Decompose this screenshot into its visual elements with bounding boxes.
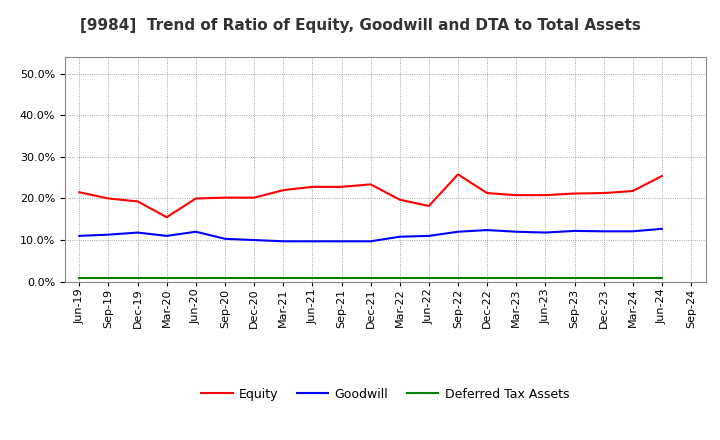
Goodwill [570, 228, 579, 234]
Goodwill [657, 226, 666, 231]
Deferred Tax Assets [599, 275, 608, 281]
Deferred Tax Assets [220, 275, 229, 281]
Equity [629, 188, 637, 194]
Deferred Tax Assets [75, 275, 84, 281]
Equity [366, 182, 375, 187]
Deferred Tax Assets [337, 275, 346, 281]
Equity [657, 173, 666, 179]
Equity [512, 193, 521, 198]
Goodwill [308, 238, 317, 244]
Goodwill [279, 238, 287, 244]
Goodwill [541, 230, 550, 235]
Deferred Tax Assets [163, 275, 171, 281]
Equity [104, 196, 113, 201]
Deferred Tax Assets [366, 275, 375, 281]
Deferred Tax Assets [308, 275, 317, 281]
Equity [395, 197, 404, 202]
Equity [250, 195, 258, 200]
Equity [425, 203, 433, 209]
Deferred Tax Assets [133, 275, 142, 281]
Deferred Tax Assets [541, 275, 550, 281]
Deferred Tax Assets [192, 275, 200, 281]
Goodwill [250, 238, 258, 243]
Deferred Tax Assets [279, 275, 287, 281]
Line: Equity: Equity [79, 174, 662, 217]
Equity [599, 191, 608, 196]
Goodwill [163, 233, 171, 238]
Goodwill [599, 229, 608, 234]
Goodwill [133, 230, 142, 235]
Deferred Tax Assets [454, 275, 462, 281]
Legend: Equity, Goodwill, Deferred Tax Assets: Equity, Goodwill, Deferred Tax Assets [197, 382, 574, 406]
Goodwill [629, 229, 637, 234]
Goodwill [220, 236, 229, 242]
Goodwill [483, 227, 492, 233]
Deferred Tax Assets [657, 275, 666, 281]
Goodwill [104, 232, 113, 237]
Goodwill [395, 234, 404, 239]
Goodwill [454, 229, 462, 235]
Equity [570, 191, 579, 196]
Deferred Tax Assets [250, 275, 258, 281]
Equity [483, 191, 492, 196]
Deferred Tax Assets [483, 275, 492, 281]
Deferred Tax Assets [104, 275, 113, 281]
Equity [308, 184, 317, 190]
Deferred Tax Assets [570, 275, 579, 281]
Goodwill [192, 229, 200, 235]
Text: [9984]  Trend of Ratio of Equity, Goodwill and DTA to Total Assets: [9984] Trend of Ratio of Equity, Goodwil… [80, 18, 640, 33]
Line: Goodwill: Goodwill [79, 229, 662, 241]
Deferred Tax Assets [395, 275, 404, 281]
Deferred Tax Assets [629, 275, 637, 281]
Equity [279, 187, 287, 193]
Equity [454, 172, 462, 177]
Deferred Tax Assets [512, 275, 521, 281]
Equity [220, 195, 229, 200]
Equity [541, 193, 550, 198]
Equity [337, 184, 346, 190]
Equity [192, 196, 200, 201]
Goodwill [75, 233, 84, 238]
Deferred Tax Assets [425, 275, 433, 281]
Equity [163, 215, 171, 220]
Goodwill [512, 229, 521, 235]
Equity [133, 199, 142, 204]
Equity [75, 190, 84, 195]
Goodwill [425, 233, 433, 238]
Goodwill [366, 238, 375, 244]
Goodwill [337, 238, 346, 244]
